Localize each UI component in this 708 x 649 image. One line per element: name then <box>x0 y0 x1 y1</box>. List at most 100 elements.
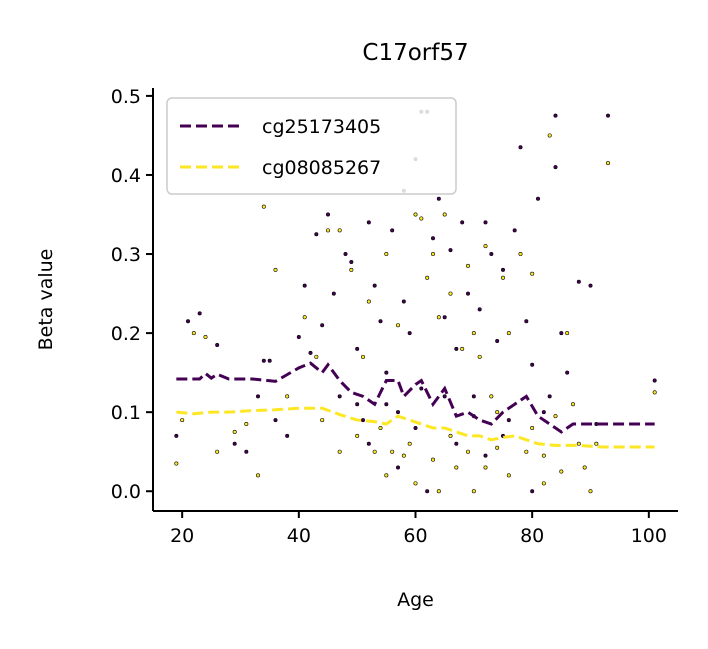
data-point-series-1 <box>454 346 459 351</box>
data-point-series-1 <box>302 283 307 288</box>
data-point-series-1 <box>244 449 249 454</box>
data-point-series-1 <box>442 315 447 320</box>
data-point-series-1 <box>541 410 546 415</box>
data-point-series-1 <box>553 113 558 118</box>
data-point-series-2 <box>436 489 441 494</box>
x-tick-label: 60 <box>403 525 427 547</box>
data-point-series-1 <box>652 378 657 383</box>
data-point-series-2 <box>372 449 377 454</box>
data-point-series-2 <box>506 473 511 478</box>
data-point-series-1 <box>296 335 301 340</box>
data-point-series-2 <box>442 212 447 217</box>
y-tick-label: 0.3 <box>111 244 141 266</box>
data-point-series-1 <box>436 196 441 201</box>
x-tick-label: 40 <box>287 525 311 547</box>
data-point-series-1 <box>565 370 570 375</box>
x-tick-label: 20 <box>170 525 194 547</box>
data-point-series-1 <box>395 465 400 470</box>
data-point-series-1 <box>186 319 191 324</box>
data-point-series-2 <box>570 402 575 407</box>
data-point-series-1 <box>360 418 365 423</box>
data-point-series-1 <box>448 248 453 253</box>
data-point-series-2 <box>471 489 476 494</box>
data-point-series-2 <box>448 433 453 438</box>
data-point-series-1 <box>366 441 371 446</box>
data-point-series-1 <box>465 291 470 296</box>
data-point-series-1 <box>273 418 278 423</box>
data-point-series-2 <box>232 429 237 434</box>
data-point-series-2 <box>349 267 354 272</box>
data-point-series-2 <box>594 441 599 446</box>
trend-line-series-1 <box>176 361 655 434</box>
data-point-series-2 <box>384 252 389 257</box>
data-point-series-1 <box>547 394 552 399</box>
data-point-series-1 <box>495 339 500 344</box>
data-point-series-1 <box>174 433 179 438</box>
data-point-series-1 <box>314 232 319 237</box>
data-point-series-1 <box>477 307 482 312</box>
data-point-series-2 <box>203 335 208 340</box>
data-point-series-1 <box>349 259 354 264</box>
data-point-series-1 <box>261 358 266 363</box>
data-point-series-2 <box>565 331 570 336</box>
data-point-series-1 <box>442 394 447 399</box>
data-point-series-2 <box>337 228 342 233</box>
data-point-series-2 <box>530 425 535 430</box>
data-point-series-1 <box>483 453 488 458</box>
x-axis-label: Age <box>397 589 434 611</box>
data-point-series-1 <box>506 418 511 423</box>
data-point-series-2 <box>477 354 482 359</box>
legend-label: cg08085267 <box>262 157 381 179</box>
data-point-series-2 <box>430 457 435 462</box>
data-point-series-2 <box>413 481 418 486</box>
data-point-series-2 <box>576 441 581 446</box>
data-point-series-1 <box>430 236 435 241</box>
data-point-series-2 <box>530 271 535 276</box>
data-point-series-1 <box>512 228 517 233</box>
data-point-series-2 <box>448 291 453 296</box>
data-point-series-2 <box>355 433 360 438</box>
data-point-series-1 <box>366 220 371 225</box>
data-point-series-2 <box>454 465 459 470</box>
data-point-series-2 <box>366 299 371 304</box>
data-point-series-1 <box>535 196 540 201</box>
data-point-series-2 <box>495 445 500 450</box>
data-point-series-2 <box>360 354 365 359</box>
data-point-series-1 <box>454 441 459 446</box>
data-point-series-1 <box>343 252 348 257</box>
data-point-series-1 <box>524 319 529 324</box>
data-point-series-1 <box>232 441 237 446</box>
y-tick-label: 0.1 <box>111 402 141 424</box>
data-point-series-2 <box>413 212 418 217</box>
data-point-series-2 <box>652 390 657 395</box>
data-point-series-1 <box>384 402 389 407</box>
data-point-series-2 <box>588 489 593 494</box>
points-layer <box>174 109 657 494</box>
data-point-series-1 <box>460 220 465 225</box>
data-point-series-1 <box>489 252 494 257</box>
axes: 20 40 60 80 100 0.0 0.1 0.2 0.3 0.4 0.5 <box>111 86 678 547</box>
data-point-series-1 <box>372 283 377 288</box>
legend-box <box>166 97 457 195</box>
data-point-series-2 <box>314 354 319 359</box>
data-point-series-1 <box>255 394 260 399</box>
data-point-series-2 <box>547 133 552 138</box>
y-tick-label: 0.5 <box>111 86 141 108</box>
data-point-series-1 <box>530 362 535 367</box>
data-point-series-1 <box>605 113 610 118</box>
data-point-series-1 <box>308 350 313 355</box>
data-point-series-2 <box>273 267 278 272</box>
data-point-series-2 <box>460 346 465 351</box>
data-point-series-2 <box>180 418 185 423</box>
data-point-series-1 <box>500 267 505 272</box>
data-point-series-2 <box>407 441 412 446</box>
data-point-series-2 <box>471 331 476 336</box>
data-point-series-2 <box>465 263 470 268</box>
data-point-series-2 <box>174 461 179 466</box>
data-point-series-2 <box>244 422 249 427</box>
x-tick-label: 100 <box>631 525 667 547</box>
data-point-series-2 <box>384 473 389 478</box>
data-point-series-2 <box>302 315 307 320</box>
data-point-series-1 <box>413 425 418 430</box>
x-tick-label: 80 <box>520 525 544 547</box>
